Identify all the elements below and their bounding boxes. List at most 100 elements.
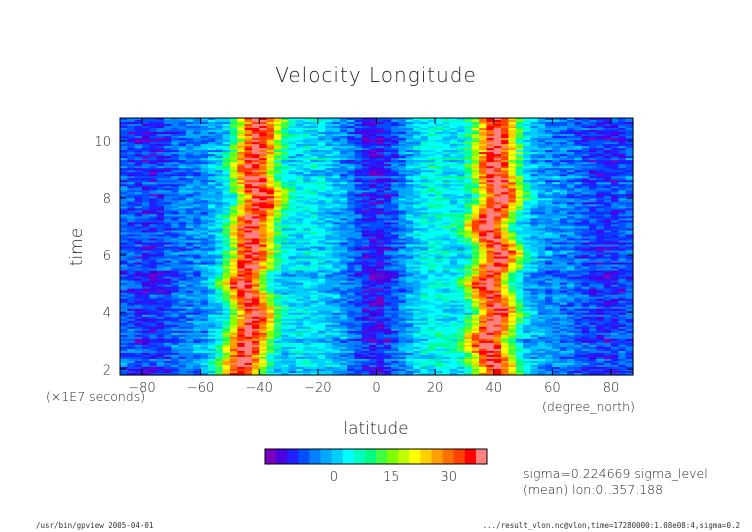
heatmap-cell (435, 200, 444, 203)
heatmap-cell (493, 208, 502, 211)
heatmap-cell (611, 238, 619, 242)
heatmap-cell (193, 126, 202, 129)
heatmap-cell (288, 186, 297, 189)
heatmap-cell (589, 174, 597, 177)
heatmap-cell (523, 156, 531, 159)
heatmap-cell (589, 182, 597, 185)
heatmap-cell (325, 214, 334, 217)
heatmap-cell (508, 168, 517, 171)
heatmap-cell (347, 232, 356, 236)
heatmap-cell (259, 156, 268, 159)
heatmap-cell (200, 258, 209, 262)
heatmap-cell (420, 188, 429, 191)
heatmap-cell (310, 182, 319, 185)
heatmap-cell (567, 198, 575, 201)
heatmap-cell (339, 138, 348, 141)
heatmap-cell (317, 230, 326, 234)
heatmap-cell (310, 220, 319, 224)
heatmap-cell (237, 256, 246, 260)
heatmap-cell (207, 168, 216, 171)
heatmap-cell (545, 204, 553, 207)
heatmap-cell (567, 138, 575, 141)
heatmap-cell (603, 222, 612, 226)
heatmap-cell (237, 216, 246, 219)
heatmap-cell (596, 200, 605, 203)
heatmap-cell (479, 248, 488, 252)
heatmap-cell (281, 236, 290, 240)
heatmap-cell (427, 124, 436, 127)
heatmap-cell (171, 250, 180, 254)
heatmap-cell (449, 144, 458, 147)
heatmap-cell (530, 214, 539, 217)
heatmap-cell (229, 190, 238, 193)
heatmap-cell (369, 178, 378, 181)
heatmap-cell (618, 220, 627, 224)
heatmap-cell (163, 244, 172, 248)
heatmap-cell (391, 208, 400, 211)
heatmap-cell (185, 142, 194, 145)
heatmap-cell (559, 244, 568, 248)
heatmap-cell (185, 128, 194, 131)
heatmap-cell (156, 170, 165, 173)
heatmap-cell (281, 246, 290, 250)
heatmap-cell (347, 154, 356, 157)
heatmap-cell (471, 202, 480, 205)
heatmap-cell (325, 258, 334, 262)
heatmap-cell (479, 140, 488, 143)
heatmap-cell (420, 126, 429, 129)
heatmap-cell (339, 190, 348, 193)
heatmap-cell (530, 176, 539, 179)
heatmap-cell (127, 164, 136, 167)
heatmap-cell (185, 232, 194, 236)
heatmap-cell (471, 174, 480, 177)
heatmap-cell (435, 130, 444, 133)
heatmap-cell (127, 256, 136, 260)
heatmap-cell (134, 200, 143, 203)
heatmap-cell (244, 168, 253, 171)
heatmap-cell (574, 156, 583, 159)
heatmap-cell (251, 158, 260, 161)
heatmap-cell (567, 242, 575, 246)
heatmap-cell (229, 220, 238, 224)
heatmap-cell (266, 140, 275, 143)
heatmap-cell (288, 228, 297, 232)
heatmap-cell (545, 234, 553, 238)
heatmap-cell (559, 128, 568, 131)
heatmap-cell (559, 240, 568, 244)
heatmap-cell (479, 134, 488, 137)
heatmap-cell (603, 218, 612, 221)
heatmap-cell (603, 172, 612, 175)
heatmap-cell (339, 238, 348, 242)
heatmap-cell (435, 256, 444, 260)
heatmap-cell (141, 210, 150, 213)
heatmap-cell (244, 166, 253, 169)
heatmap-cell (376, 170, 385, 173)
heatmap-cell (288, 128, 297, 131)
heatmap-cell (537, 250, 546, 254)
heatmap-cell (545, 216, 553, 219)
heatmap-cell (178, 170, 187, 173)
heatmap-cell (171, 236, 180, 240)
heatmap-cell (552, 174, 561, 177)
heatmap-cell (420, 216, 429, 219)
heatmap-cell (332, 136, 341, 139)
heatmap-cell (347, 132, 356, 135)
heatmap-cell (530, 142, 539, 145)
heatmap-cell (376, 224, 385, 228)
heatmap-cell (574, 206, 583, 209)
heatmap-cell (369, 250, 378, 254)
heatmap-cell (266, 186, 275, 189)
heatmap-cell (200, 140, 209, 143)
heatmap-cell (581, 248, 590, 252)
heatmap-cell (552, 178, 561, 181)
heatmap-cell (471, 210, 480, 213)
heatmap-cell (127, 236, 136, 240)
heatmap-cell (420, 146, 429, 149)
heatmap-cell (464, 122, 473, 125)
heatmap-cell (420, 222, 429, 226)
heatmap-cell (332, 204, 341, 207)
heatmap-cell (530, 248, 539, 252)
heatmap-cell (259, 226, 268, 230)
heatmap-cell (207, 172, 216, 175)
heatmap-cell (347, 166, 356, 169)
